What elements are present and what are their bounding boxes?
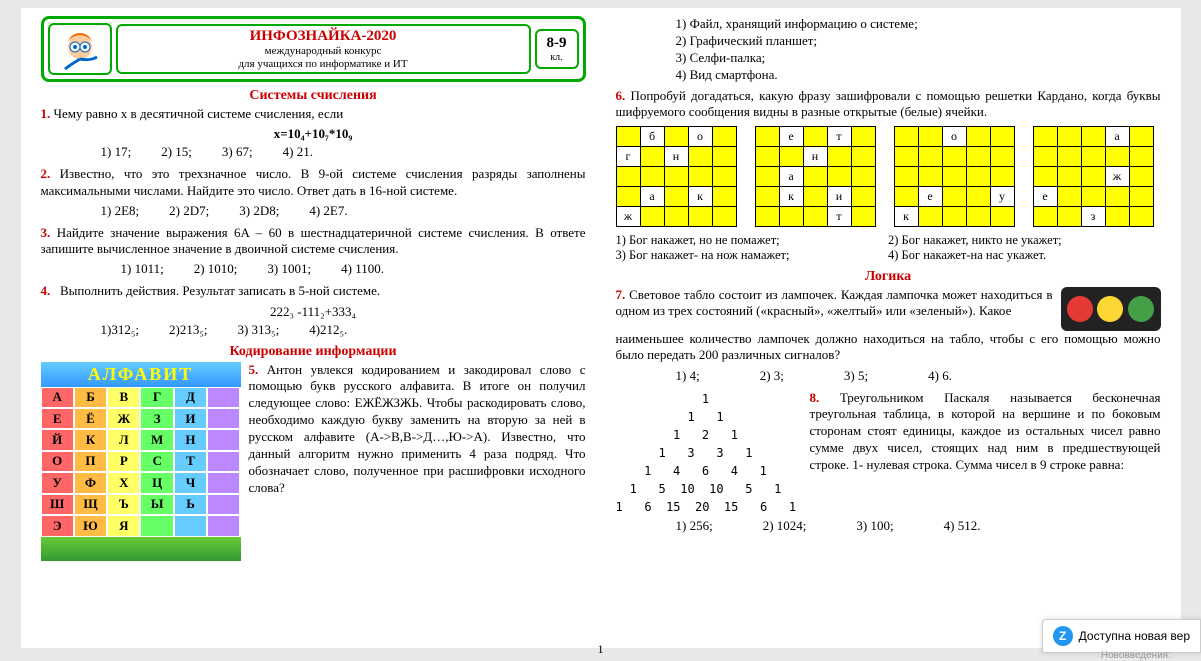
grade-sub: кл.: [539, 52, 575, 63]
q5-options: 1) Файл, хранящий информацию о системе; …: [616, 16, 1161, 84]
q8-title: Треугольником Паскаля: [840, 390, 990, 405]
alphabet-title: АЛФАВИТ: [41, 362, 241, 387]
q3-text: Найдите значение выражения 6A – 60 в шес…: [41, 225, 586, 256]
right-column: 1) Файл, хранящий информацию о системе; …: [616, 16, 1161, 640]
q8-text-block: 8. Треугольником Паскаля называется беск…: [810, 390, 1161, 516]
zoom-icon: Z: [1053, 626, 1073, 646]
page-viewport: ИНФОЗНАЙКА-2020 международный конкурс дл…: [0, 0, 1201, 661]
q5-text: Антон увлекся кодированием и закодировал…: [249, 362, 586, 495]
question-6: 6. Попробуй догадаться, какую фразу заши…: [616, 88, 1161, 121]
q1-num: 1.: [41, 106, 51, 121]
q1-text: Чему равно x в десятичной системе счисле…: [54, 106, 344, 121]
traffic-light-icon: [1061, 287, 1161, 331]
contest-title: ИНФОЗНАЙКА-2020: [122, 28, 525, 45]
q4-num: 4.: [41, 283, 51, 298]
question-1: 1. Чему равно x в десятичной системе счи…: [41, 106, 586, 122]
q7-text-a: 7. Световое табло состоит из лампочек. К…: [616, 287, 1053, 320]
red-light: [1067, 296, 1093, 322]
q1-options: 1) 17;2) 15;3) 67;4) 21.: [41, 144, 586, 160]
q4-options: 1)312₅;2)213₅;3) 313₅;4)212₅.: [41, 322, 586, 338]
question-7: 7. Световое табло состоит из лампочек. К…: [616, 287, 1161, 331]
alphabet-footer: [41, 537, 241, 561]
mascot-icon: [48, 23, 112, 75]
section-1-title: Системы счисления: [41, 88, 586, 104]
grade-badge: 8-9 кл.: [535, 29, 579, 69]
update-toast[interactable]: Z Доступна новая вер: [1042, 619, 1201, 653]
q5-num: 5.: [249, 362, 259, 377]
q2-num: 2.: [41, 166, 51, 181]
contest-header: ИНФОЗНАЙКА-2020 международный конкурс дл…: [41, 16, 586, 82]
bottom-snippet: Нововведения:: [1101, 650, 1171, 661]
q8-num: 8.: [810, 390, 820, 405]
alphabet-grid: АБВГДЕЁЖЗИЙКЛМНОПРСТУФХЦЧШЩЪЫЬЭЮЯ: [41, 387, 241, 537]
q6-options: 1) Бог накажет, но не помажет;2) Бог нак…: [616, 233, 1161, 263]
grade-num: 8-9: [539, 35, 575, 52]
q1-formula: x=10₄+10₇*10₉: [41, 126, 586, 142]
left-column: ИНФОЗНАЙКА-2020 международный конкурс дл…: [41, 16, 586, 640]
question-3: 3. Найдите значение выражения 6A – 60 в …: [41, 225, 586, 258]
q3-num: 3.: [41, 225, 51, 240]
toast-text: Доступна новая вер: [1079, 629, 1190, 643]
q6-num: 6.: [616, 88, 626, 103]
green-light: [1128, 296, 1154, 322]
q7-num: 7.: [616, 287, 626, 302]
q2-options: 1) 2E8;2) 2D7;3) 2D8;4) 2E7.: [41, 203, 586, 219]
q5-text-block: 5. Антон увлекся кодированием и закодиро…: [249, 362, 586, 562]
q4-formula: 222₃ -111₂+333₄: [41, 304, 586, 320]
q7-options: 1) 4;2) 3;3) 5;4) 6.: [616, 368, 1161, 384]
question-8: 1 1 1 1 2 1 1 3 3 1 1 4 6 4 1 1 5 10 10 …: [616, 390, 1161, 516]
contest-sub1: международный конкурс: [122, 45, 525, 57]
question-2: 2. Известно, что это трехзначное число. …: [41, 166, 586, 199]
question-4: 4. Выполнить действия. Результат записат…: [41, 283, 586, 299]
yellow-light: [1097, 296, 1123, 322]
alphabet-image: АЛФАВИТ АБВГДЕЁЖЗИЙКЛМНОПРСТУФХЦЧШЩЪЫЬЭЮ…: [41, 362, 241, 562]
q6-text: Попробуй догадаться, какую фразу зашифро…: [616, 88, 1161, 119]
page-number: 1: [598, 642, 604, 657]
pascal-triangle: 1 1 1 1 2 1 1 3 3 1 1 4 6 4 1 1 5 10 10 …: [616, 390, 796, 516]
cardano-grids: богнакжетнакитоеукажез: [616, 126, 1161, 227]
title-box: ИНФОЗНАЙКА-2020 международный конкурс дл…: [116, 24, 531, 73]
section-2-title: Кодирование информации: [41, 344, 586, 360]
document-page: ИНФОЗНАЙКА-2020 международный конкурс дл…: [21, 8, 1181, 648]
q4-text: Выполнить действия. Результат записать в…: [60, 283, 380, 298]
q3-options: 1) 1011;2) 1010;3) 1001;4) 1100.: [41, 261, 586, 277]
contest-sub2: для учащихся по информатике и ИТ: [122, 58, 525, 70]
q2-text: Известно, что это трехзначное число. В 9…: [41, 166, 586, 197]
question-5: АЛФАВИТ АБВГДЕЁЖЗИЙКЛМНОПРСТУФХЦЧШЩЪЫЬЭЮ…: [41, 362, 586, 562]
q8-options: 1) 256;2) 1024;3) 100;4) 512.: [616, 518, 1161, 534]
section-3-title: Логика: [616, 269, 1161, 285]
q7-text-b: наименьшее количество лампочек должно на…: [616, 331, 1161, 364]
